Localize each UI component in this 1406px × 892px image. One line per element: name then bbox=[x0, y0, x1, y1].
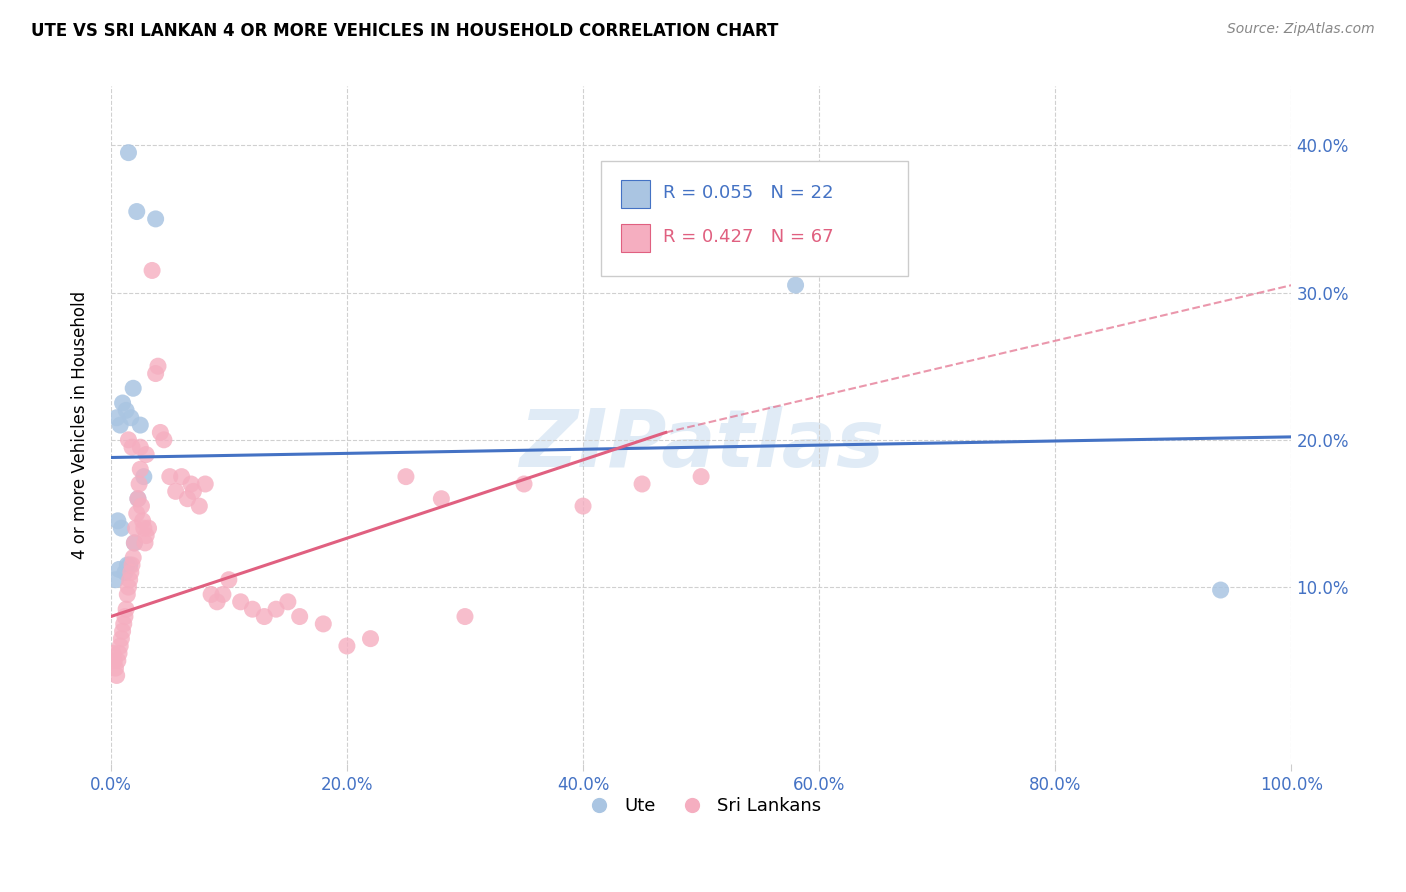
Point bbox=[118, 573, 141, 587]
Text: ZIPatlas: ZIPatlas bbox=[519, 407, 883, 484]
Point bbox=[104, 661, 127, 675]
Point bbox=[312, 616, 335, 631]
Point bbox=[229, 595, 252, 609]
Point bbox=[134, 536, 156, 550]
Point bbox=[205, 595, 228, 609]
Point bbox=[138, 521, 160, 535]
Point bbox=[200, 587, 222, 601]
Point bbox=[110, 632, 132, 646]
Point bbox=[117, 587, 139, 601]
Point bbox=[183, 484, 205, 499]
Point bbox=[188, 499, 211, 513]
Point bbox=[253, 609, 276, 624]
Point bbox=[118, 558, 141, 572]
Point bbox=[124, 536, 146, 550]
Point bbox=[145, 367, 167, 381]
Point bbox=[336, 639, 359, 653]
Point bbox=[120, 566, 142, 580]
Point bbox=[170, 469, 193, 483]
Point bbox=[114, 566, 136, 580]
Point bbox=[277, 595, 299, 609]
Point bbox=[135, 448, 157, 462]
Point bbox=[631, 477, 654, 491]
Point bbox=[1209, 582, 1232, 597]
Point bbox=[108, 562, 131, 576]
Y-axis label: 4 or more Vehicles in Household: 4 or more Vehicles in Household bbox=[72, 291, 89, 559]
Point bbox=[105, 668, 128, 682]
Point bbox=[194, 477, 217, 491]
Point bbox=[264, 602, 287, 616]
Point bbox=[132, 469, 155, 483]
Point bbox=[176, 491, 198, 506]
Point bbox=[129, 462, 152, 476]
Point bbox=[212, 587, 235, 601]
Point bbox=[129, 418, 152, 433]
Point bbox=[395, 469, 418, 483]
Point bbox=[132, 521, 155, 535]
Point bbox=[117, 433, 139, 447]
Point bbox=[146, 359, 169, 374]
FancyBboxPatch shape bbox=[600, 161, 908, 276]
Text: R = 0.427   N = 67: R = 0.427 N = 67 bbox=[664, 228, 834, 246]
Point bbox=[127, 491, 149, 506]
Point bbox=[141, 263, 163, 277]
Point bbox=[430, 491, 453, 506]
Point bbox=[131, 514, 153, 528]
Point bbox=[124, 536, 146, 550]
Point bbox=[108, 646, 131, 660]
Point bbox=[110, 418, 132, 433]
Point bbox=[572, 499, 595, 513]
Point bbox=[153, 433, 176, 447]
Text: Source: ZipAtlas.com: Source: ZipAtlas.com bbox=[1227, 22, 1375, 37]
Point bbox=[288, 609, 311, 624]
Point bbox=[107, 514, 129, 528]
Point bbox=[111, 396, 134, 410]
Point bbox=[122, 381, 145, 395]
Point bbox=[360, 632, 382, 646]
Point bbox=[104, 573, 127, 587]
Point bbox=[110, 521, 132, 535]
Text: R = 0.055   N = 22: R = 0.055 N = 22 bbox=[664, 185, 834, 202]
Point bbox=[110, 639, 132, 653]
Point bbox=[159, 469, 181, 483]
Point bbox=[101, 646, 124, 660]
Point bbox=[135, 528, 157, 542]
Point bbox=[120, 410, 142, 425]
Point bbox=[180, 477, 202, 491]
Point bbox=[115, 602, 138, 616]
Point bbox=[124, 521, 146, 535]
Point bbox=[129, 440, 152, 454]
Point bbox=[121, 558, 143, 572]
Bar bbox=[621, 224, 651, 252]
Point bbox=[454, 609, 477, 624]
Point bbox=[125, 507, 148, 521]
Point bbox=[149, 425, 172, 440]
Point bbox=[785, 278, 807, 293]
Point bbox=[115, 403, 138, 417]
Point bbox=[117, 145, 139, 160]
Point bbox=[242, 602, 264, 616]
Point bbox=[127, 491, 149, 506]
Point bbox=[103, 654, 125, 668]
Point bbox=[131, 499, 153, 513]
Point bbox=[112, 616, 135, 631]
Point bbox=[218, 573, 240, 587]
Point bbox=[690, 469, 713, 483]
Legend: Ute, Sri Lankans: Ute, Sri Lankans bbox=[574, 790, 828, 822]
Point bbox=[145, 211, 167, 226]
Point bbox=[105, 410, 128, 425]
Bar bbox=[621, 180, 651, 209]
Point bbox=[125, 204, 148, 219]
Point bbox=[513, 477, 536, 491]
Point bbox=[121, 440, 143, 454]
Point bbox=[114, 609, 136, 624]
Text: UTE VS SRI LANKAN 4 OR MORE VEHICLES IN HOUSEHOLD CORRELATION CHART: UTE VS SRI LANKAN 4 OR MORE VEHICLES IN … bbox=[31, 22, 779, 40]
Point bbox=[128, 477, 150, 491]
Point bbox=[107, 654, 129, 668]
Point bbox=[122, 550, 145, 565]
Point bbox=[165, 484, 187, 499]
Point bbox=[111, 624, 134, 639]
Point bbox=[117, 580, 139, 594]
Point bbox=[117, 558, 139, 572]
